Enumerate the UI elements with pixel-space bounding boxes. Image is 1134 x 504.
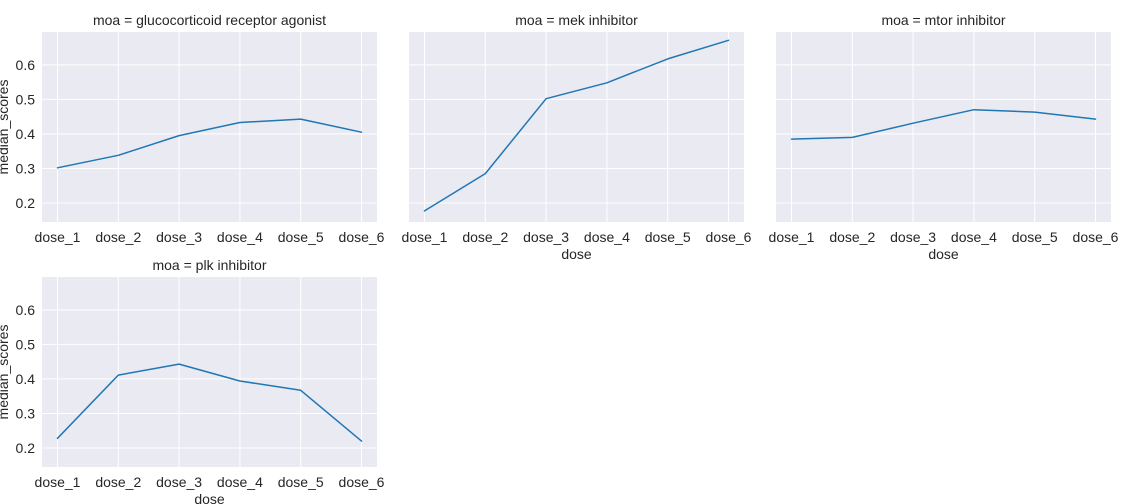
- y-tick-label: 0.2: [16, 440, 36, 456]
- series-line: [790, 108, 1097, 140]
- y-tick-label: 0.5: [16, 91, 36, 107]
- x-tick-label: dose_3: [890, 229, 936, 245]
- y-axis-label: median_scores: [0, 325, 11, 420]
- x-tick-label: dose_1: [35, 229, 81, 245]
- series-line: [56, 363, 363, 442]
- panel-title: moa = glucocorticoid receptor agonist: [93, 12, 326, 28]
- x-tick-label: dose_3: [523, 229, 569, 245]
- panel-title: moa = mtor inhibitor: [881, 12, 1005, 28]
- y-tick-label: 0.4: [16, 371, 36, 387]
- x-tick-label: dose_5: [645, 229, 691, 245]
- x-tick-label: dose_1: [402, 229, 448, 245]
- x-axis-label: dose: [561, 246, 592, 262]
- x-tick-label: dose_5: [1012, 229, 1058, 245]
- panel-title: moa = plk inhibitor: [152, 257, 266, 273]
- y-axis-label: median_scores: [0, 80, 11, 175]
- x-tick-label: dose_5: [278, 474, 324, 490]
- panel-title: moa = mek inhibitor: [515, 12, 638, 28]
- x-tick-label: dose_2: [95, 474, 141, 490]
- y-tick-label: 0.3: [16, 405, 36, 421]
- x-tick-label: dose_1: [35, 474, 81, 490]
- series-line: [423, 39, 730, 212]
- series-line: [56, 118, 363, 169]
- y-tick-label: 0.2: [16, 195, 36, 211]
- y-tick-label: 0.6: [16, 57, 36, 73]
- plot-area: [409, 32, 744, 222]
- x-tick-label: dose_5: [278, 229, 324, 245]
- x-tick-label: dose_6: [1073, 229, 1119, 245]
- x-tick-label: dose_4: [951, 229, 997, 245]
- x-tick-label: dose_4: [217, 229, 263, 245]
- y-tick-label: 0.5: [16, 336, 36, 352]
- plot-area: [42, 32, 377, 222]
- x-tick-label: dose_6: [706, 229, 752, 245]
- x-axis-label: dose: [928, 246, 959, 262]
- x-tick-label: dose_2: [829, 229, 875, 245]
- y-tick-label: 0.4: [16, 126, 36, 142]
- y-tick-label: 0.3: [16, 160, 36, 176]
- x-tick-label: dose_3: [156, 229, 202, 245]
- x-tick-label: dose_4: [584, 229, 630, 245]
- x-tick-label: dose_6: [339, 474, 385, 490]
- x-tick-label: dose_2: [462, 229, 508, 245]
- x-tick-label: dose_3: [156, 474, 202, 490]
- x-tick-label: dose_1: [769, 229, 815, 245]
- x-tick-label: dose_4: [217, 474, 263, 490]
- y-tick-label: 0.6: [16, 302, 36, 318]
- x-axis-label: dose: [194, 491, 225, 504]
- facet-panel: moa = glucocorticoid receptor agonist dos…: [0, 12, 385, 245]
- plot-area: [776, 32, 1111, 222]
- x-tick-label: dose_2: [95, 229, 141, 245]
- x-tick-label: dose_6: [339, 229, 385, 245]
